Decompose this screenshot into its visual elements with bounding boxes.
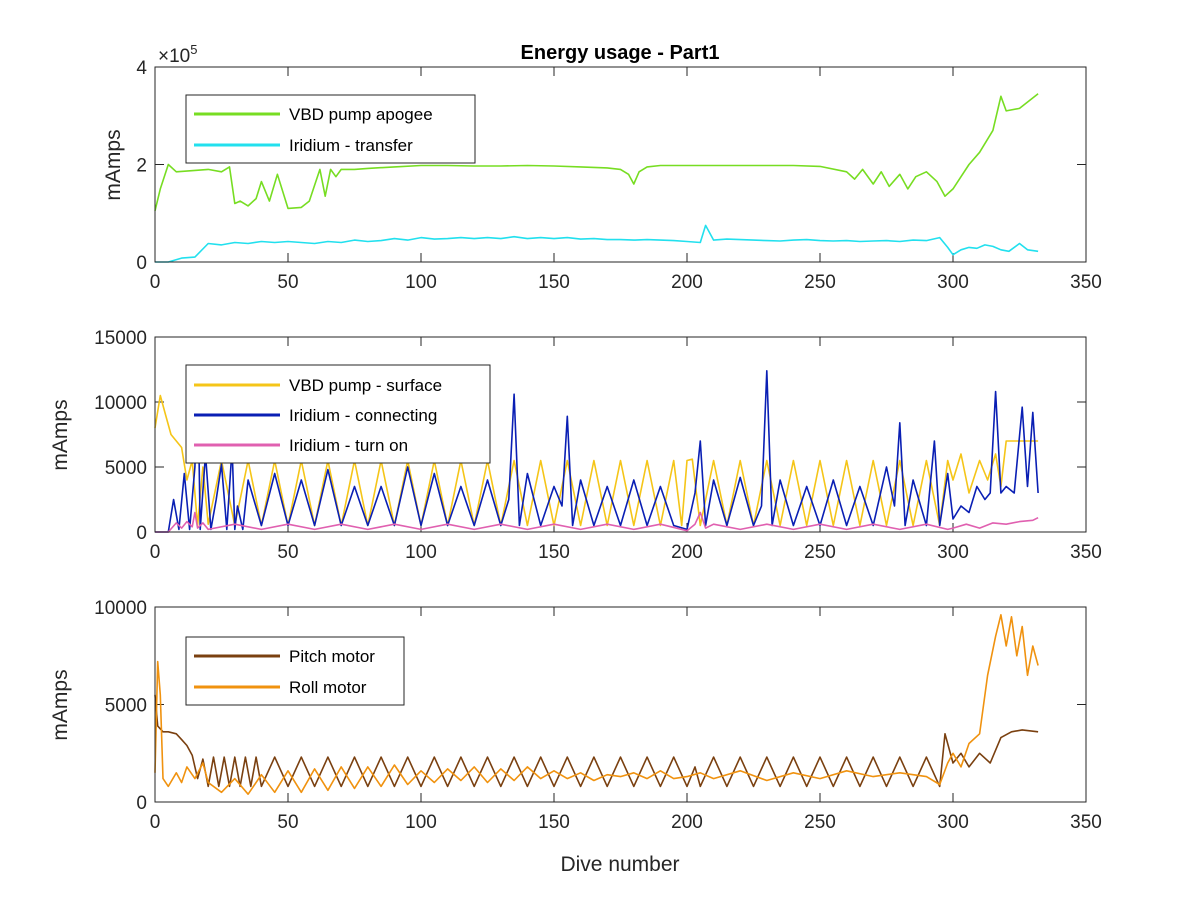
x-tick-label: 300 <box>937 542 969 563</box>
series-lines <box>154 364 1039 533</box>
series-line-vbd-pump-apogee <box>154 93 1039 211</box>
panel-2: mAmps 0 50 100 150 200 250 300 350 0 5000 10000 150… <box>49 328 1102 563</box>
x-tick-label: 150 <box>538 542 570 563</box>
panel-1: Energy usage - Part1 ×105 mAmps 0 50 100 15… <box>102 42 1102 293</box>
y-axis-label: mAmps <box>102 129 125 200</box>
axis-ticks: 0 50 100 150 200 250 300 350 0 5000 10000 15000 <box>94 328 1102 563</box>
legend: VBD pump - surface Iridium - connecting … <box>185 364 491 464</box>
legend-entry: Roll motor <box>289 678 367 697</box>
x-tick-label: 300 <box>937 812 969 833</box>
y-tick-label: 5000 <box>105 696 147 717</box>
legend-box <box>185 636 405 706</box>
x-tick-label: 50 <box>277 272 298 293</box>
series-line-pitch-motor <box>154 694 1039 788</box>
series-lines <box>154 613 1039 796</box>
legend-box <box>185 94 476 164</box>
legend-entry: Iridium - transfer <box>289 136 413 155</box>
series-line-iridium-connecting <box>155 364 1039 533</box>
x-tick-label: 150 <box>538 272 570 293</box>
axis-ticks: 0 50 100 150 200 250 300 350 0 2 4 <box>136 58 1101 293</box>
x-tick-label: 250 <box>804 272 836 293</box>
y-tick-label: 0 <box>136 253 147 274</box>
y-tick-label: 10000 <box>94 393 147 414</box>
legend-entry: Pitch motor <box>289 647 375 666</box>
series-line-roll-motor <box>154 613 1039 796</box>
series-line-vbd-pump-surface <box>154 394 1039 527</box>
x-tick-label: 350 <box>1070 272 1102 293</box>
x-tick-label: 150 <box>538 812 570 833</box>
y-tick-label: 2 <box>136 156 147 177</box>
x-tick-label: 50 <box>277 542 298 563</box>
y-axis-exponent: ×105 <box>158 42 197 67</box>
y-tick-label: 5000 <box>105 458 147 479</box>
x-tick-label: 100 <box>405 812 437 833</box>
x-tick-label: 100 <box>405 542 437 563</box>
x-axis-label: Dive number <box>560 853 679 876</box>
x-tick-label: 350 <box>1070 542 1102 563</box>
legend: VBD pump apogee Iridium - transfer <box>185 94 476 164</box>
legend-entry: VBD pump apogee <box>289 105 433 124</box>
x-tick-label: 0 <box>150 272 161 293</box>
x-tick-label: 50 <box>277 812 298 833</box>
legend-entry: VBD pump - surface <box>289 376 442 395</box>
axis-ticks: 0 50 100 150 200 250 300 350 0 5000 10000 <box>94 598 1102 833</box>
axes-box <box>154 336 1087 533</box>
y-tick-label: 4 <box>136 58 147 79</box>
x-tick-label: 200 <box>671 812 703 833</box>
series-lines <box>154 93 1039 263</box>
legend-entry: Iridium - turn on <box>289 436 408 455</box>
x-tick-label: 0 <box>150 542 161 563</box>
axes-box <box>154 606 1087 803</box>
x-tick-label: 350 <box>1070 812 1102 833</box>
y-axis-label: mAmps <box>49 399 72 470</box>
x-tick-label: 0 <box>150 812 161 833</box>
legend-entry: Iridium - connecting <box>289 406 437 425</box>
y-tick-label: 10000 <box>94 598 147 619</box>
y-tick-label: 15000 <box>94 328 147 349</box>
y-tick-label: 0 <box>136 523 147 544</box>
series-line-iridium-turn-on <box>155 511 1039 533</box>
y-axis-label: mAmps <box>49 669 72 740</box>
x-tick-label: 250 <box>804 542 836 563</box>
series-line-iridium-transfer <box>155 224 1039 263</box>
x-tick-label: 100 <box>405 272 437 293</box>
y-tick-label: 0 <box>136 793 147 814</box>
panel-3: mAmps 0 50 100 150 200 250 300 350 0 5000 10000 Pi… <box>49 598 1102 876</box>
axes-box <box>154 66 1087 263</box>
x-tick-label: 200 <box>671 272 703 293</box>
chart-title: Energy usage - Part1 <box>521 42 720 64</box>
x-tick-label: 250 <box>804 812 836 833</box>
x-tick-label: 300 <box>937 272 969 293</box>
legend: Pitch motor Roll motor <box>185 636 405 706</box>
x-tick-label: 200 <box>671 542 703 563</box>
